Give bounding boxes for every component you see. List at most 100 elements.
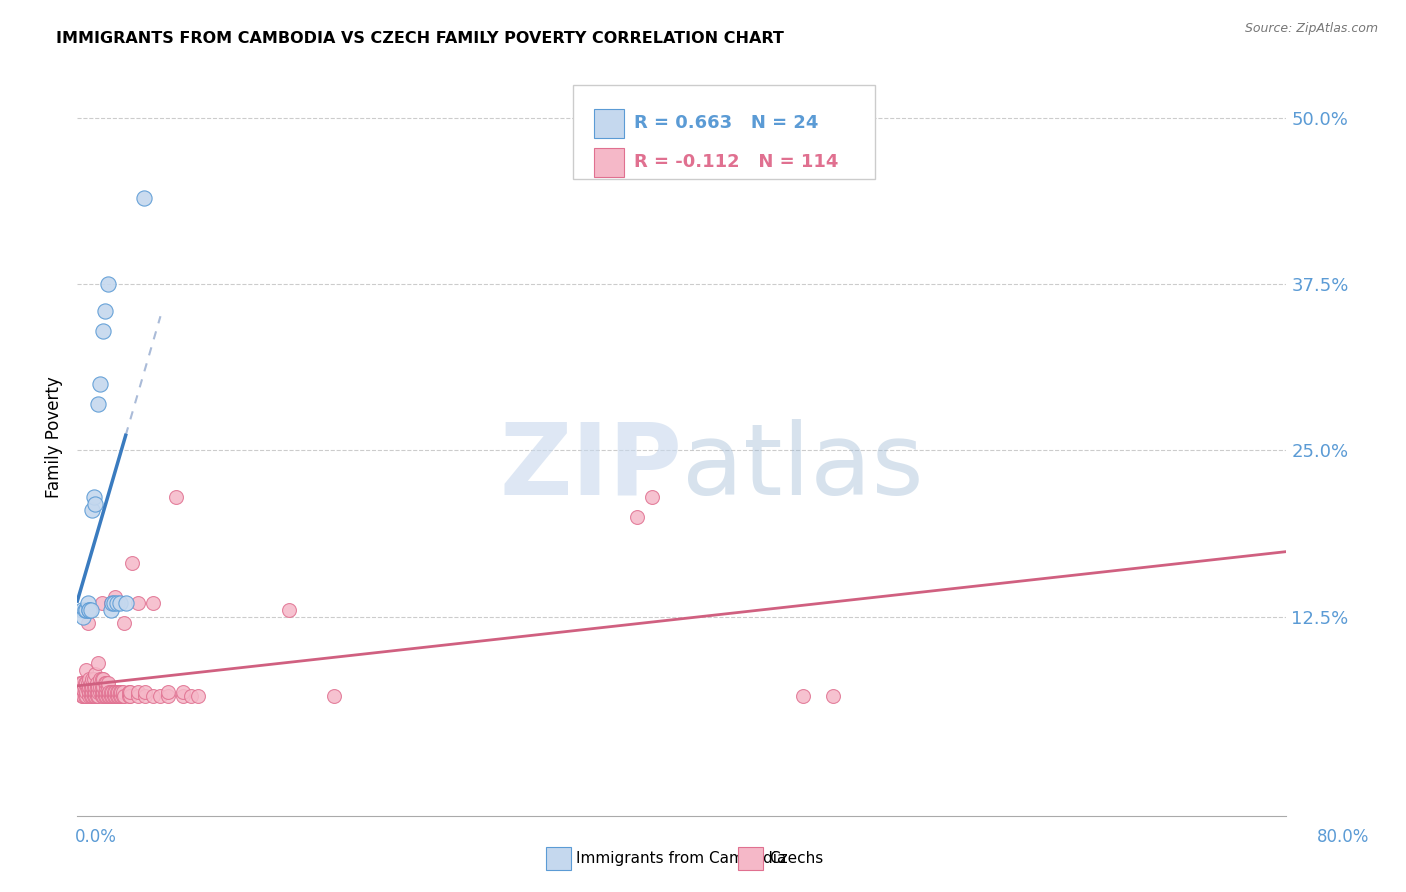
Point xyxy=(89,685,111,699)
Point xyxy=(96,680,118,694)
Point xyxy=(83,690,105,704)
Point xyxy=(100,685,122,699)
Point xyxy=(73,690,96,704)
Point xyxy=(98,690,121,704)
Point xyxy=(118,690,141,704)
Point xyxy=(94,690,117,704)
Point xyxy=(87,690,110,704)
Point xyxy=(108,690,131,704)
Point xyxy=(80,690,103,704)
Point xyxy=(80,603,103,617)
Text: R = -0.112   N = 114: R = -0.112 N = 114 xyxy=(634,153,838,171)
Point xyxy=(89,376,111,391)
Point xyxy=(72,682,94,697)
Point xyxy=(93,303,115,318)
Point xyxy=(127,690,149,704)
Point xyxy=(127,596,149,610)
Text: 0.0%: 0.0% xyxy=(75,828,117,846)
Point xyxy=(93,685,115,699)
Y-axis label: Family Poverty: Family Poverty xyxy=(45,376,63,498)
Point xyxy=(75,603,97,617)
Text: 80.0%: 80.0% xyxy=(1316,828,1369,846)
Point xyxy=(73,676,96,690)
Point xyxy=(165,490,187,504)
Point xyxy=(142,690,165,704)
Text: ZIP: ZIP xyxy=(499,419,682,516)
Bar xyxy=(593,148,624,177)
Point xyxy=(120,690,142,704)
Point xyxy=(72,690,94,704)
Point xyxy=(86,690,108,704)
Bar xyxy=(593,109,624,137)
Point xyxy=(69,682,91,697)
Point xyxy=(96,277,118,292)
Point xyxy=(79,685,101,699)
Point xyxy=(180,690,202,704)
Text: IMMIGRANTS FROM CAMBODIA VS CZECH FAMILY POVERTY CORRELATION CHART: IMMIGRANTS FROM CAMBODIA VS CZECH FAMILY… xyxy=(56,31,785,46)
Point xyxy=(75,676,97,690)
Point xyxy=(77,682,100,697)
Point xyxy=(98,685,121,699)
Point xyxy=(82,690,104,704)
Point xyxy=(94,680,117,694)
Point xyxy=(94,685,117,699)
Point xyxy=(70,690,93,704)
Point xyxy=(100,603,122,617)
Point xyxy=(626,509,648,524)
Point xyxy=(100,690,122,704)
Point xyxy=(104,685,127,699)
Point xyxy=(103,685,125,699)
Point xyxy=(94,676,117,690)
Point xyxy=(69,676,91,690)
Point xyxy=(149,690,172,704)
Point xyxy=(93,690,115,704)
Point xyxy=(108,596,131,610)
Point xyxy=(108,685,131,699)
Point xyxy=(82,680,104,694)
Point xyxy=(83,490,105,504)
Point xyxy=(75,690,97,704)
Point xyxy=(73,682,96,697)
Point xyxy=(172,685,194,699)
Point xyxy=(105,690,128,704)
Point xyxy=(84,666,107,681)
Point xyxy=(157,685,180,699)
Point xyxy=(77,616,100,631)
Point xyxy=(70,603,93,617)
Point xyxy=(187,690,209,704)
Point xyxy=(86,680,108,694)
Point xyxy=(134,690,156,704)
Point xyxy=(79,603,101,617)
Point xyxy=(91,685,114,699)
Point xyxy=(75,685,97,699)
Text: Source: ZipAtlas.com: Source: ZipAtlas.com xyxy=(1244,22,1378,36)
Point xyxy=(84,690,107,704)
Point xyxy=(82,672,104,686)
Point xyxy=(87,685,110,699)
Text: Czechs: Czechs xyxy=(769,851,824,866)
Point xyxy=(96,676,118,690)
Point xyxy=(96,685,118,699)
Point xyxy=(110,685,132,699)
Point xyxy=(90,672,112,686)
Point xyxy=(101,690,124,704)
Point xyxy=(89,672,111,686)
Point xyxy=(101,685,124,699)
Point xyxy=(118,685,141,699)
Point xyxy=(89,680,111,694)
Point xyxy=(90,685,112,699)
Point xyxy=(103,596,125,610)
Point xyxy=(79,690,101,704)
Point xyxy=(87,657,110,671)
Point xyxy=(91,690,114,704)
Point xyxy=(86,676,108,690)
Point xyxy=(127,685,149,699)
Text: Immigrants from Cambodia: Immigrants from Cambodia xyxy=(576,851,787,866)
Point xyxy=(70,676,93,690)
Point xyxy=(84,497,107,511)
Point xyxy=(104,590,127,604)
Point xyxy=(83,685,105,699)
Point xyxy=(110,690,132,704)
Point xyxy=(105,596,128,610)
Point xyxy=(77,676,100,690)
